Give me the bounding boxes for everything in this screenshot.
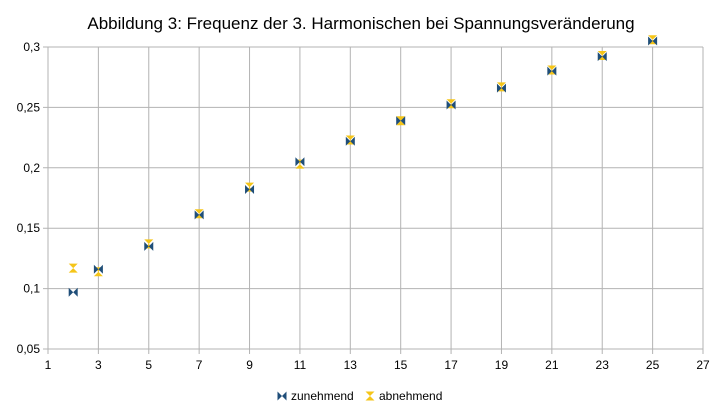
data-point-zunehmend <box>597 52 607 62</box>
x-tick-label: 9 <box>246 358 253 372</box>
x-tick-label: 5 <box>145 358 152 372</box>
y-tick-label: 0,25 <box>17 100 41 114</box>
x-axis-ticks: 1 3 5 7 9 11 13 15 17 19 21 23 25 27 <box>45 358 710 372</box>
data-point-zunehmend <box>496 83 506 93</box>
x-tick-label: 27 <box>696 358 710 372</box>
legend-label-abnehmend: abnehmend <box>379 389 442 403</box>
x-tick-label: 13 <box>344 358 358 372</box>
y-tick-label: 0,15 <box>17 221 41 235</box>
data-point-zunehmend <box>68 287 78 297</box>
data-point-zunehmend <box>144 241 154 251</box>
x-tick-label: 17 <box>444 358 458 372</box>
data-point-zunehmend <box>547 66 557 76</box>
legend-label-zunehmend: zunehmend <box>291 389 354 403</box>
x-tick-label: 25 <box>646 358 660 372</box>
axes <box>47 47 703 350</box>
data-point-zunehmend <box>648 36 658 46</box>
data-points <box>68 35 658 297</box>
chart-title: Abbildung 3: Frequenz der 3. Harmonische… <box>87 14 634 33</box>
data-point-zunehmend <box>345 136 355 146</box>
data-point-zunehmend <box>446 100 456 110</box>
legend-marker-abnehmend <box>365 391 375 401</box>
data-point-zunehmend <box>93 264 103 274</box>
legend: zunehmend abnehmend <box>277 389 442 403</box>
legend-marker-zunehmend <box>277 391 287 401</box>
x-tick-label: 1 <box>45 358 52 372</box>
y-tick-label: 0,2 <box>23 161 40 175</box>
x-tick-label: 21 <box>545 358 559 372</box>
x-tick-label: 7 <box>196 358 203 372</box>
data-point-zunehmend <box>396 116 406 126</box>
y-tick-label: 0,1 <box>23 282 40 296</box>
data-point-abnehmend <box>68 263 78 273</box>
y-tick-label: 0,05 <box>17 342 41 356</box>
grid-lines <box>43 46 704 354</box>
x-tick-label: 3 <box>95 358 102 372</box>
data-point-zunehmend <box>194 210 204 220</box>
x-tick-label: 19 <box>495 358 509 372</box>
x-tick-label: 11 <box>294 358 307 372</box>
x-tick-label: 15 <box>394 358 408 372</box>
y-axis-ticks: 0,05 0,1 0,15 0,2 0,25 0,3 <box>17 40 41 356</box>
x-tick-label: 23 <box>596 358 610 372</box>
data-point-zunehmend <box>245 185 255 195</box>
y-tick-label: 0,3 <box>23 40 40 54</box>
data-point-zunehmend <box>295 157 305 167</box>
